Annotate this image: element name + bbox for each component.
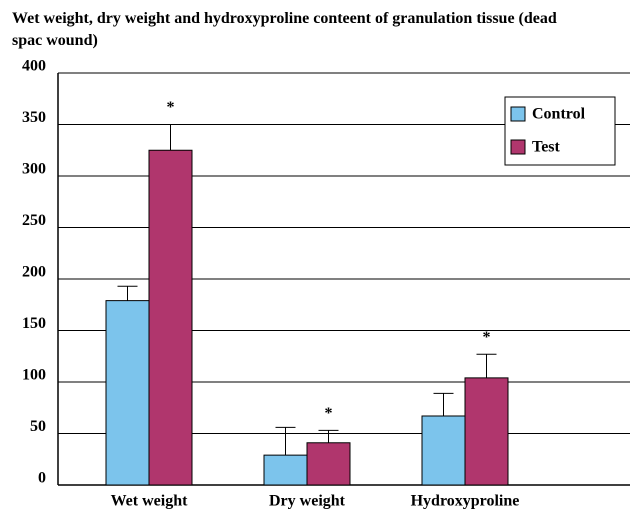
bar — [148, 149, 193, 486]
legend-swatch — [510, 139, 526, 155]
y-tick-label: 200 — [22, 264, 46, 281]
legend-swatch — [510, 106, 526, 122]
x-tick-label: Hydroxyproline — [411, 493, 520, 510]
y-tick-label: 350 — [22, 109, 46, 126]
y-tick-label: 400 — [22, 58, 46, 75]
annotation: * — [167, 99, 175, 116]
y-tick-label: 50 — [30, 418, 46, 435]
annotation: * — [483, 329, 491, 346]
y-tick-label: 300 — [22, 161, 46, 178]
y-tick-label: 250 — [22, 212, 46, 229]
bar — [263, 454, 308, 486]
annotation: * — [325, 405, 333, 422]
y-tick-label: 0 — [38, 470, 46, 487]
legend-label: Test — [532, 139, 561, 156]
x-tick-label: Wet weight — [111, 493, 189, 510]
bar — [421, 415, 466, 486]
bar — [306, 442, 351, 486]
bar — [464, 377, 509, 486]
bar — [105, 300, 150, 486]
chart-title: Wet weight, dry weight and hydroxyprolin… — [12, 10, 557, 49]
y-tick-label: 150 — [22, 315, 46, 332]
legend-label: Control — [532, 106, 586, 123]
x-tick-label: Dry weight — [269, 493, 346, 510]
y-tick-label: 100 — [22, 367, 46, 384]
